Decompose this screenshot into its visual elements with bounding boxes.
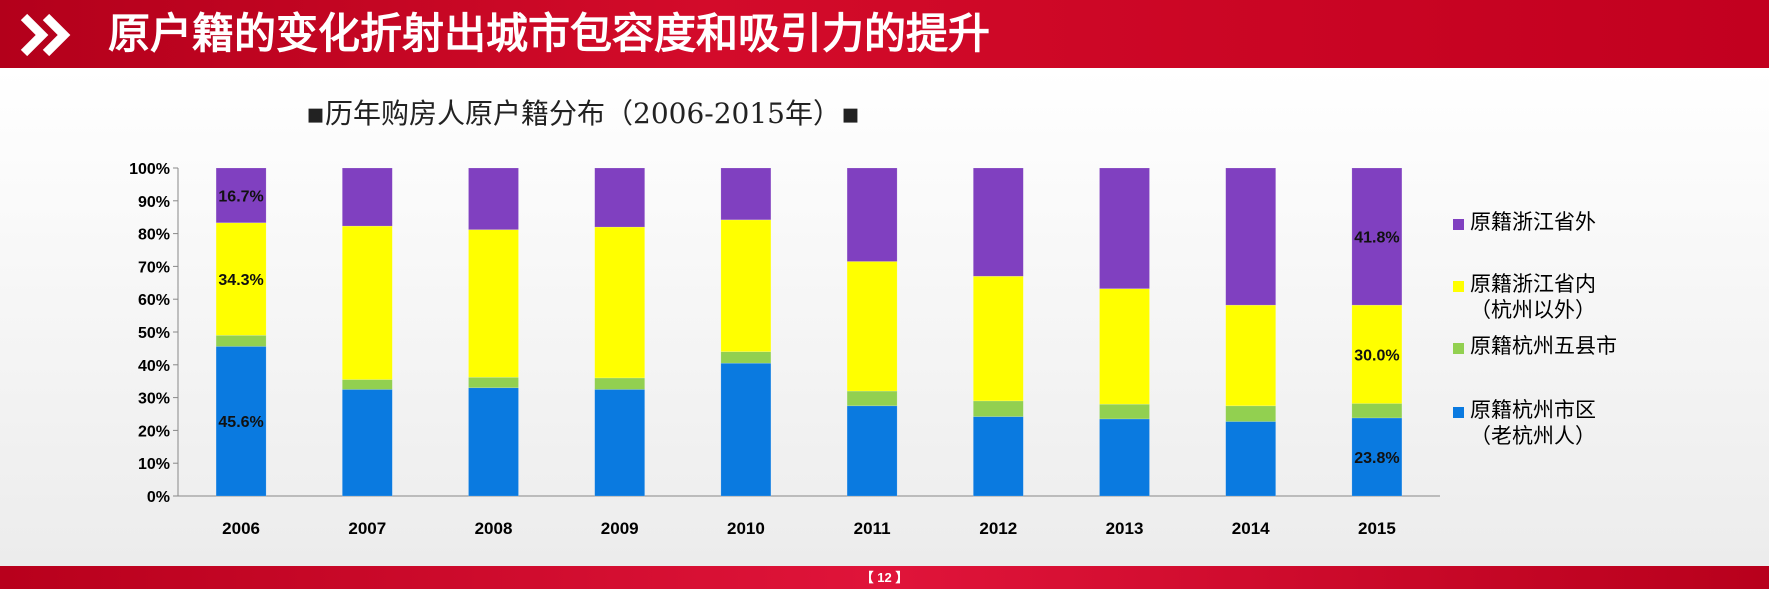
bar-segment-浙江省外-2012 [972, 167, 1024, 277]
data-label: 41.8% [1354, 230, 1399, 247]
bar-segment-五县市-2012 [972, 400, 1024, 417]
y-tick-label: 60% [138, 292, 170, 309]
legend-swatch-杭州市区 [1453, 407, 1464, 418]
bar-segment-五县市-2007 [341, 379, 393, 390]
x-tick-label: 2008 [475, 519, 513, 538]
bar-segment-浙江省内-2014 [1225, 304, 1276, 407]
bar-segment-五县市-2008 [468, 376, 519, 389]
data-label: 30.0% [1354, 347, 1399, 364]
legend-label-line2: （老杭州人） [1470, 424, 1596, 448]
data-label: 34.3% [218, 272, 263, 289]
legend-swatch-五县市 [1453, 343, 1464, 354]
data-label: 23.8% [1354, 450, 1399, 467]
legend-label-line2: （杭州以外） [1470, 298, 1596, 322]
y-tick-label: 70% [138, 259, 170, 276]
x-tick-label: 2007 [348, 519, 386, 538]
bar-segment-浙江省内-2010 [720, 219, 772, 352]
bar-segment-浙江省内-2009 [594, 226, 646, 379]
x-tick-label: 2013 [1106, 519, 1144, 538]
bar-segment-浙江省内-2008 [468, 229, 519, 378]
y-tick-label: 10% [138, 456, 170, 473]
legend-label: 原籍浙江省内 [1470, 272, 1596, 296]
y-tick-label: 100% [129, 161, 170, 178]
bar-segment-浙江省外-2013 [1099, 167, 1150, 290]
bar-segment-五县市-2010 [720, 351, 772, 364]
bar-segment-浙江省内-2011 [846, 261, 898, 392]
double-chevron-right-icon [20, 13, 71, 57]
bar-segment-浙江省外-2011 [846, 167, 898, 262]
bar-segment-浙江省外-2007 [341, 167, 393, 227]
chart-panel: ▪历年购房人原户籍分布（2006-2015年）▪ 0% 10% 20% 30% 40% 50… [0, 68, 1769, 566]
x-tick-label: 2014 [1232, 519, 1270, 538]
data-label: 16.7% [218, 188, 263, 205]
bar-segment-浙江省内-2015 [1351, 304, 1403, 404]
stacked-bar-chart: ▪历年购房人原户籍分布（2006-2015年）▪ 0% 10% 20% 30% 40% 50… [129, 97, 1617, 538]
legend-label: 原籍浙江省外 [1470, 210, 1596, 234]
page-title: 原户籍的变化折射出城市包容度和吸引力的提升 [108, 9, 991, 58]
legend-label: 原籍杭州五县市 [1470, 334, 1617, 358]
chart-title: ▪历年购房人原户籍分布（2006-2015年）▪ [306, 97, 860, 130]
bar-segment-五县市-2009 [594, 377, 646, 390]
bar-segment-浙江省外-2009 [594, 167, 646, 228]
y-tick-label: 30% [138, 391, 170, 408]
bar-segment-杭州市区-2015 [1351, 417, 1403, 497]
bar-segment-杭州市区-2007 [341, 389, 393, 497]
y-tick-label: 0% [147, 489, 170, 506]
bar-segment-浙江省内-2012 [972, 275, 1024, 402]
bar-segment-杭州市区-2008 [468, 387, 519, 497]
footer-bar: 【 12 】 [0, 566, 1769, 589]
bar-segment-浙江省外-2014 [1225, 167, 1276, 306]
x-tick-label: 2015 [1358, 519, 1396, 538]
legend-swatch-浙江省内 [1453, 281, 1464, 292]
bar-segment-浙江省内-2007 [341, 225, 393, 380]
x-tick-label: 2010 [727, 519, 765, 538]
bar-segment-五县市-2013 [1099, 403, 1150, 420]
data-label: 45.6% [218, 414, 263, 431]
bar-segment-浙江省外-2015 [1351, 167, 1403, 306]
bar-segment-五县市-2011 [846, 390, 898, 407]
bar-segment-杭州市区-2013 [1099, 418, 1150, 497]
bar-segment-杭州市区-2014 [1225, 421, 1276, 497]
legend-swatch-浙江省外 [1453, 219, 1464, 230]
x-tick-label: 2006 [222, 519, 260, 538]
header-bar: 原户籍的变化折射出城市包容度和吸引力的提升 [0, 0, 1769, 68]
y-tick-label: 40% [138, 358, 170, 375]
y-tick-label: 50% [138, 325, 170, 342]
x-tick-label: 2011 [854, 519, 891, 538]
x-tick-label: 2012 [979, 519, 1017, 538]
bar-segment-五县市-2015 [1351, 403, 1403, 419]
x-tick-label: 2009 [601, 519, 639, 538]
bar-segment-五县市-2014 [1225, 405, 1276, 422]
bar-segment-浙江省内-2006 [215, 222, 267, 336]
bar-segment-浙江省外-2006 [215, 167, 267, 224]
bar-segment-杭州市区-2012 [972, 416, 1024, 497]
y-tick-label: 80% [138, 227, 170, 244]
legend-label: 原籍杭州市区 [1470, 398, 1596, 422]
bar-segment-浙江省内-2013 [1099, 288, 1150, 405]
y-tick-label: 20% [138, 423, 170, 440]
bar-segment-杭州市区-2011 [846, 405, 898, 497]
bar-segment-浙江省外-2008 [468, 167, 519, 230]
bar-segment-杭州市区-2010 [720, 362, 772, 497]
page-number: 【 12 】 [860, 570, 909, 585]
bar-segment-五县市-2006 [215, 334, 267, 347]
y-tick-label: 90% [138, 194, 170, 211]
bar-segment-浙江省外-2010 [720, 167, 772, 221]
bar-segment-杭州市区-2009 [594, 389, 646, 497]
bar-segment-杭州市区-2006 [215, 346, 267, 497]
